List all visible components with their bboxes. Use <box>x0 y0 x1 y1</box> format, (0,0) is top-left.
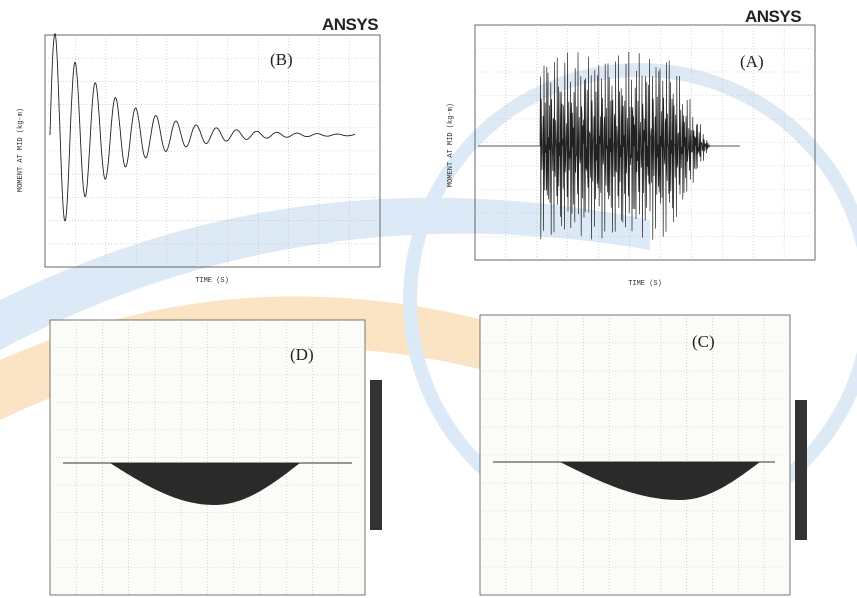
grid <box>50 320 365 595</box>
grid <box>45 35 380 267</box>
waveform <box>49 33 356 222</box>
legend-colorbar <box>795 400 807 540</box>
colorbar <box>370 380 382 530</box>
panel-d: (D) <box>49 319 382 596</box>
panel-label: (D) <box>290 345 314 364</box>
panel-label: (A) <box>740 52 764 71</box>
logo: ANSYS <box>745 7 801 26</box>
watermark-band <box>0 197 650 350</box>
y-axis-title: MOMENT AT MID (kg-m) <box>17 108 25 192</box>
panel-a: (A) ANSYS MOMENT AT MID (kg-m) TIME (S) <box>447 7 816 288</box>
waveform <box>478 51 740 240</box>
panel-label: (C) <box>692 332 715 351</box>
x-axis-title: TIME (S) <box>195 277 229 285</box>
panel-label: (B) <box>270 50 293 69</box>
panel-b: (B) ANSYS MOMENT AT MID (kg-m) TIME (S) <box>17 15 381 285</box>
grid <box>475 25 815 260</box>
logo: ANSYS <box>322 15 378 34</box>
x-axis-title: TIME (S) <box>628 280 662 288</box>
panel-c: (C) <box>479 314 807 596</box>
grid <box>480 315 790 595</box>
moment-diagram <box>110 463 300 505</box>
colorbar <box>795 400 807 540</box>
moment-diagram <box>560 462 760 500</box>
legend-colorbar <box>370 380 382 530</box>
y-axis-title: MOMENT AT MID (kg-m) <box>447 103 455 187</box>
